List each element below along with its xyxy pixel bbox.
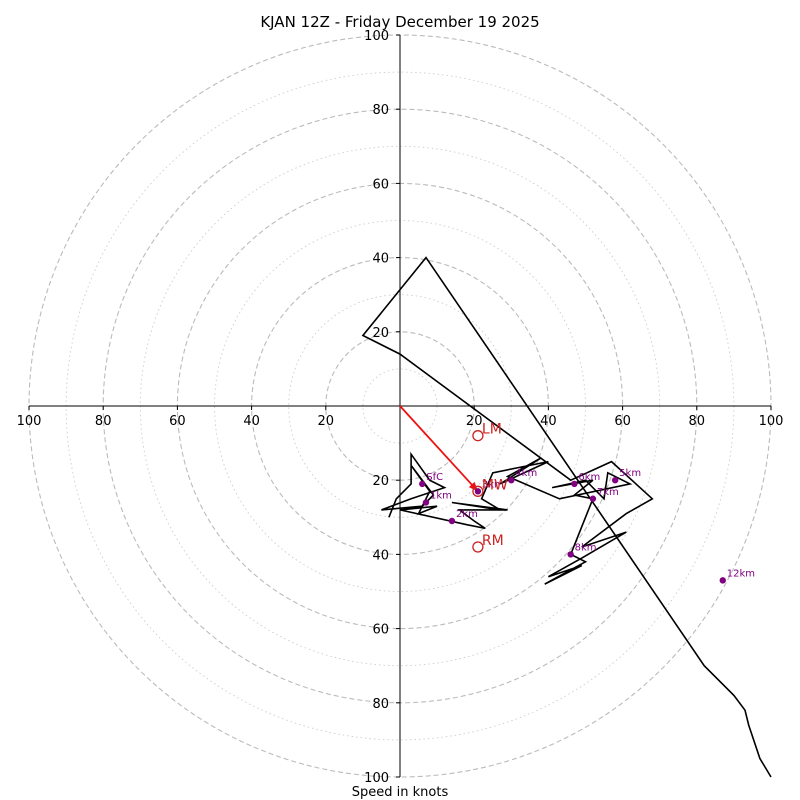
y-tick-label: 100 [364,29,389,44]
x-tick-label: 60 [169,414,186,429]
height-marker-label: 8km [575,542,597,553]
y-tick-label: 40 [372,548,389,563]
height-marker-label: 4km [515,468,537,479]
chart-title: KJAN 12Z - Friday December 19 2025 [260,13,539,31]
height-marker-dot [571,480,578,488]
y-tick-label: 60 [372,623,389,638]
storm-motion-marker [472,541,484,553]
y-tick-label: 80 [372,103,389,118]
storm-motion-label: LM [482,422,502,438]
y-tick-label: 100 [364,771,389,786]
y-tick-label: 40 [372,252,389,267]
height-marker-label: 12km [727,568,755,579]
height-marker-dot [422,499,430,506]
x-tick-label: 100 [17,414,42,429]
y-tick-label: 20 [372,474,389,489]
height-marker-label: 6km [578,472,600,483]
x-tick-label: 40 [540,414,557,429]
x-axis-label: Speed in knots [352,785,449,800]
mean-wind-vector-group [399,405,479,492]
mean-wind-arrowhead [468,481,478,492]
height-markers: SfC 1km 2km 3km 4km 5km 6km 7km 8km 12km [419,468,755,584]
y-tick-label: 20 [372,326,389,341]
height-marker-dot [474,488,482,495]
height-marker-label: SfC [426,472,443,483]
height-marker-dot [508,477,515,484]
storm-motion-marker [472,485,484,497]
x-tick-label: 100 [759,414,784,429]
x-tick-label: 40 [243,414,260,429]
hodograph-trace [361,256,772,778]
height-marker-dot [611,477,619,484]
height-marker-dot [419,480,426,488]
x-tick-label: 20 [466,414,483,429]
tick-labels: 100 100 80 80 60 60 40 40 20 20 20 20 40 40 60 60 80 80 10… [17,29,784,786]
height-marker-label: 1km [430,490,452,501]
height-marker-dot [719,577,726,584]
x-tick-label: 80 [689,414,706,429]
storm-motion-label: RM [482,533,504,549]
x-tick-label: 60 [614,414,631,429]
height-marker-label: 3km [482,479,504,490]
height-marker-dot [589,495,597,502]
height-marker-label: 7km [597,487,619,498]
y-tick-label: 60 [372,177,389,192]
height-marker-label: 5km [619,468,641,479]
hodograph-trace-group [361,256,772,778]
storm-motion-markers: LM MW RM [472,422,508,553]
height-marker-dot [448,517,456,525]
mean-wind-vector [399,405,479,492]
height-marker-dot [567,551,574,558]
storm-motion-label: MW [482,477,508,493]
x-tick-label: 80 [95,414,112,429]
x-tick-label: 20 [318,414,335,429]
storm-motion-marker [472,430,484,442]
y-tick-label: 80 [372,697,389,712]
height-marker-label: 2km [456,509,478,520]
